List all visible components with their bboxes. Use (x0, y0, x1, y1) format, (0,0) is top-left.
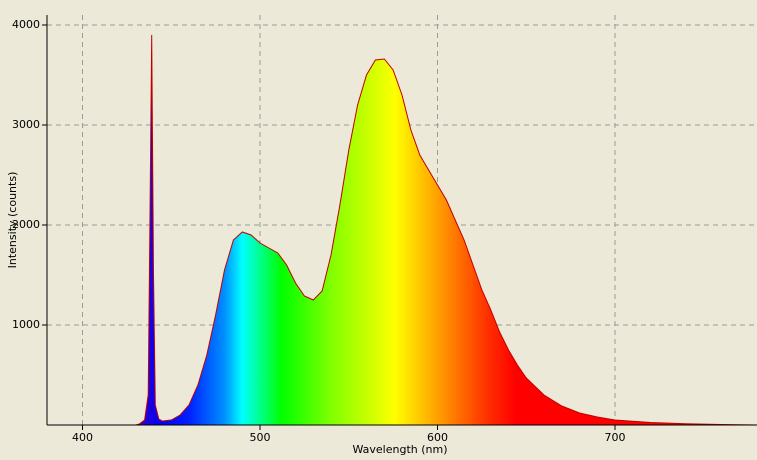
x-tick-label: 600 (427, 431, 448, 444)
y-tick-label: 3000 (12, 118, 40, 131)
y-tick-label: 2000 (12, 218, 40, 231)
x-axis-label: Wavelength (nm) (352, 443, 447, 456)
y-tick-label: 4000 (12, 18, 40, 31)
y-axis-label: Intensity (counts) (6, 172, 19, 269)
spectrum-line (47, 34, 757, 426)
x-tick-label: 400 (72, 431, 93, 444)
plot (47, 34, 757, 426)
x-tick-label: 700 (605, 431, 626, 444)
spectrum-area (47, 35, 757, 425)
x-tick-label: 500 (250, 431, 271, 444)
y-tick-label: 1000 (12, 318, 40, 331)
